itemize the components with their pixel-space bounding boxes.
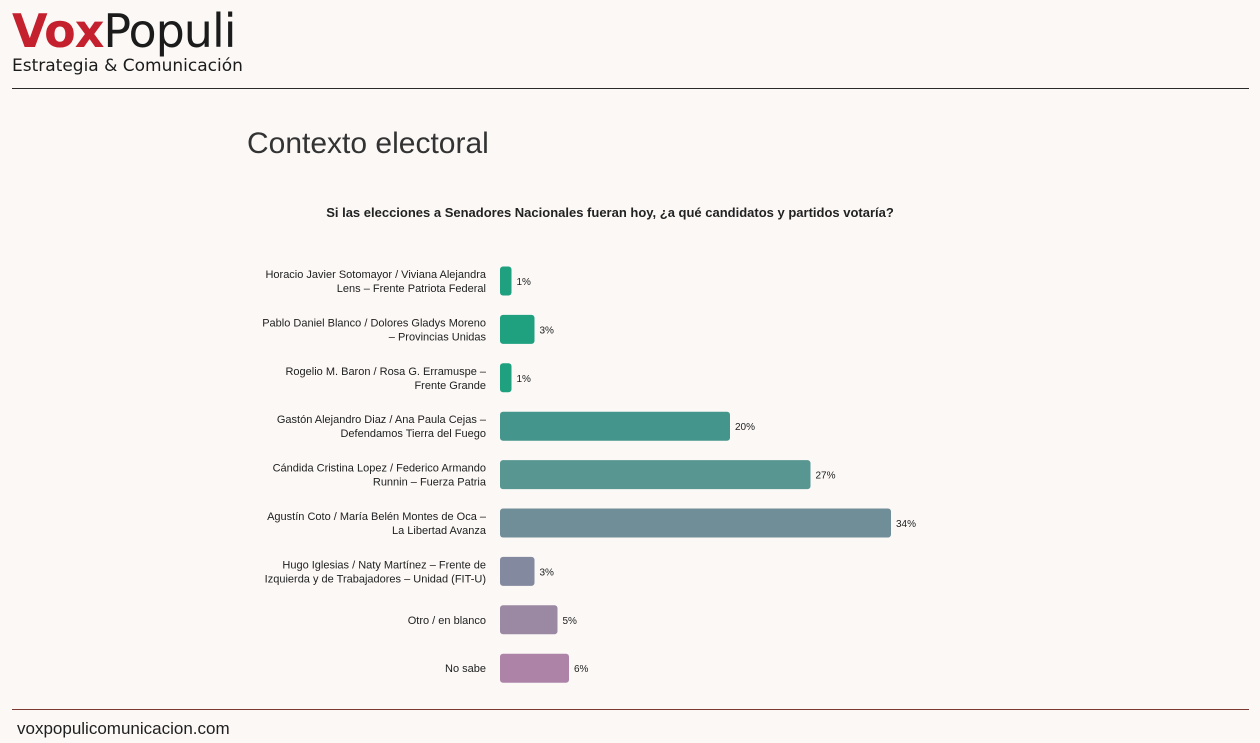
category-label: Gastón Alejandro Diaz / Ana Paula Cejas … [277,414,487,440]
category-label: Agustín Coto / María Belén Montes de Oca… [267,511,487,537]
footer-url: voxpopulicomunicacion.com [17,719,230,738]
footer-divider [12,709,1249,710]
bar [500,508,891,538]
bar [500,605,558,635]
category-label: No sabe [445,663,486,675]
category-label-line: Agustín Coto / María Belén Montes de Oca… [267,511,487,523]
value-label: 27% [816,471,836,482]
category-label-line: Defendamos Tierra del Fuego [340,428,486,440]
bar [500,653,569,683]
value-label: 3% [540,567,555,578]
category-label: Otro / en blanco [408,615,486,627]
bar [500,556,535,586]
category-label-line: Pablo Daniel Blanco / Dolores Gladys Mor… [262,317,486,329]
header-divider [12,88,1249,89]
category-label: Horacio Javier Sotomayor / Viviana Aleja… [265,269,486,295]
bar [500,411,730,441]
category-label: Cándida Cristina Lopez / Federico Armand… [273,463,487,489]
logo-vox-text: Vox [12,4,104,58]
logo-populi-text: Populi [103,4,236,58]
category-label-line: Runnin – Fuerza Patria [373,477,487,489]
category-label-line: Rogelio M. Baron / Rosa G. Erramuspe – [285,366,486,378]
category-label-line: Hugo Iglesias / Naty Martínez – Frente d… [282,559,486,571]
value-label: 6% [574,664,589,675]
value-label: 34% [896,519,916,530]
category-labels: Horacio Javier Sotomayor / Viviana Aleja… [262,269,487,675]
category-label-line: – Provincias Unidas [389,331,487,343]
category-label-line: Lens – Frente Patriota Federal [337,283,486,295]
category-label-line: Frente Grande [414,380,486,392]
category-label-line: Izquierda y de Trabajadores – Unidad (FI… [265,573,486,585]
logo-wordmark: VoxPopuli [12,4,237,58]
value-label: 3% [540,325,555,336]
category-label-line: No sabe [445,663,486,675]
chart-title-text: Si las elecciones a Senadores Nacionales… [326,205,894,220]
voxpopuli-logo: VoxPopuli Estrategia & Comunicación [12,4,252,76]
category-label-line: Horacio Javier Sotomayor / Viviana Aleja… [265,269,486,281]
value-label: 1% [517,374,532,385]
category-label: Hugo Iglesias / Naty Martínez – Frente d… [265,559,486,585]
category-label-line: La Libertad Avanza [392,525,487,537]
bars [500,266,891,683]
value-label: 1% [517,277,532,288]
logo-tagline: Estrategia & Comunicación [12,56,243,76]
bar [500,266,512,296]
page-title: Contexto electoral [247,127,489,160]
value-label: 20% [735,422,755,433]
value-label: 5% [563,616,578,627]
category-label: Rogelio M. Baron / Rosa G. Erramuspe – Fr… [285,366,486,392]
bar [500,460,811,490]
category-label: Pablo Daniel Blanco / Dolores Gladys Mor… [262,317,486,343]
category-label-line: Cándida Cristina Lopez / Federico Armand… [273,463,486,475]
bar [500,314,535,344]
category-label-line: Gastón Alejandro Diaz / Ana Paula Cejas … [277,414,487,426]
chart-title: Si las elecciones a Senadores Nacionales… [0,204,1220,222]
value-labels: 1% 3% 1% 20% 27% 34% 3% 5% 6% [517,277,917,675]
category-label-line: Otro / en blanco [408,615,486,627]
bar [500,363,512,393]
